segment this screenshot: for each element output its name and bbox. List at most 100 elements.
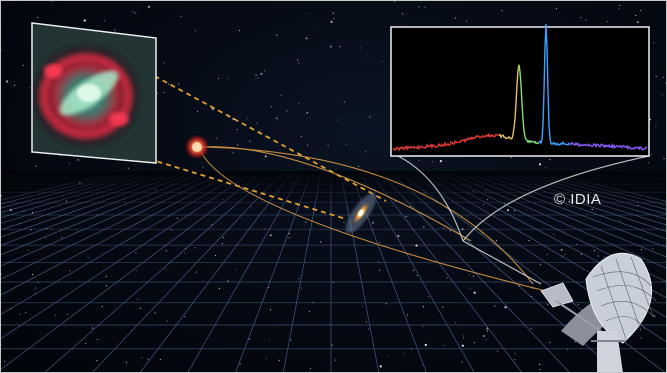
- star: [218, 77, 220, 79]
- star: [655, 75, 657, 77]
- star: [663, 158, 665, 160]
- star: [603, 256, 605, 258]
- star: [555, 8, 558, 10]
- star: [25, 312, 27, 314]
- star: [663, 77, 665, 79]
- star: [482, 334, 485, 338]
- star: [256, 122, 258, 124]
- star: [504, 306, 507, 309]
- star: [69, 162, 71, 164]
- star: [288, 237, 290, 239]
- star: [237, 144, 239, 146]
- star: [286, 110, 288, 112]
- star: [268, 287, 270, 289]
- lensing-galaxy: [345, 192, 377, 234]
- star: [69, 270, 71, 272]
- star: [306, 111, 308, 114]
- star: [263, 228, 265, 230]
- star: [329, 45, 332, 48]
- star: [180, 15, 182, 18]
- star: [597, 255, 599, 257]
- star: [416, 275, 418, 277]
- star: [357, 165, 359, 167]
- star: [443, 227, 445, 229]
- star: [619, 4, 621, 6]
- star: [163, 62, 165, 64]
- star: [454, 322, 456, 324]
- star: [290, 339, 292, 341]
- star: [496, 350, 499, 352]
- star: [635, 14, 637, 16]
- star: [236, 128, 238, 131]
- star: [54, 314, 56, 316]
- star: [298, 62, 300, 64]
- star: [249, 140, 251, 142]
- star: [221, 243, 223, 245]
- star: [132, 11, 134, 13]
- star: [652, 248, 654, 250]
- star: [404, 353, 406, 355]
- star: [135, 12, 137, 14]
- star: [232, 152, 234, 154]
- star: [539, 369, 541, 371]
- star: [661, 94, 663, 96]
- star: [424, 343, 427, 346]
- star: [443, 345, 445, 347]
- star: [549, 341, 551, 344]
- star: [481, 232, 483, 234]
- star: [636, 21, 639, 24]
- star: [300, 135, 302, 137]
- star: [37, 17, 39, 19]
- star: [379, 242, 381, 244]
- star: [462, 335, 464, 337]
- star: [309, 367, 312, 369]
- star: [147, 358, 149, 360]
- star: [227, 77, 229, 79]
- star: [449, 230, 451, 232]
- star: [184, 316, 186, 318]
- star: [167, 83, 169, 85]
- star: [406, 314, 409, 316]
- star: [473, 342, 475, 344]
- star: [275, 117, 278, 120]
- star: [369, 116, 371, 118]
- star: [654, 315, 656, 317]
- star: [85, 342, 87, 344]
- star: [530, 327, 532, 329]
- star: [618, 8, 620, 10]
- star: [4, 360, 6, 362]
- star: [640, 248, 642, 251]
- star: [306, 112, 308, 115]
- star: [371, 221, 375, 224]
- star: [649, 119, 651, 121]
- light-paths: [198, 146, 547, 292]
- star: [105, 276, 107, 278]
- radio-telescope-dish: [540, 252, 657, 372]
- star: [405, 216, 407, 218]
- star: [263, 70, 266, 72]
- star: [361, 305, 363, 307]
- star: [257, 77, 259, 79]
- star: [260, 72, 263, 75]
- star: [268, 339, 270, 341]
- star: [214, 254, 216, 257]
- star: [640, 337, 642, 339]
- star: [394, 1, 396, 3]
- star: [202, 166, 204, 168]
- star: [462, 337, 464, 339]
- spectrum-line: [392, 23, 648, 152]
- star: [337, 119, 339, 121]
- star: [227, 280, 229, 282]
- star: [239, 29, 241, 32]
- star: [379, 365, 382, 368]
- star: [66, 313, 68, 315]
- star: [246, 118, 249, 120]
- star: [166, 320, 168, 322]
- star: [305, 13, 307, 15]
- star: [125, 361, 128, 363]
- star: [455, 17, 457, 19]
- star: [215, 137, 217, 139]
- star: [276, 34, 278, 36]
- star: [574, 341, 576, 343]
